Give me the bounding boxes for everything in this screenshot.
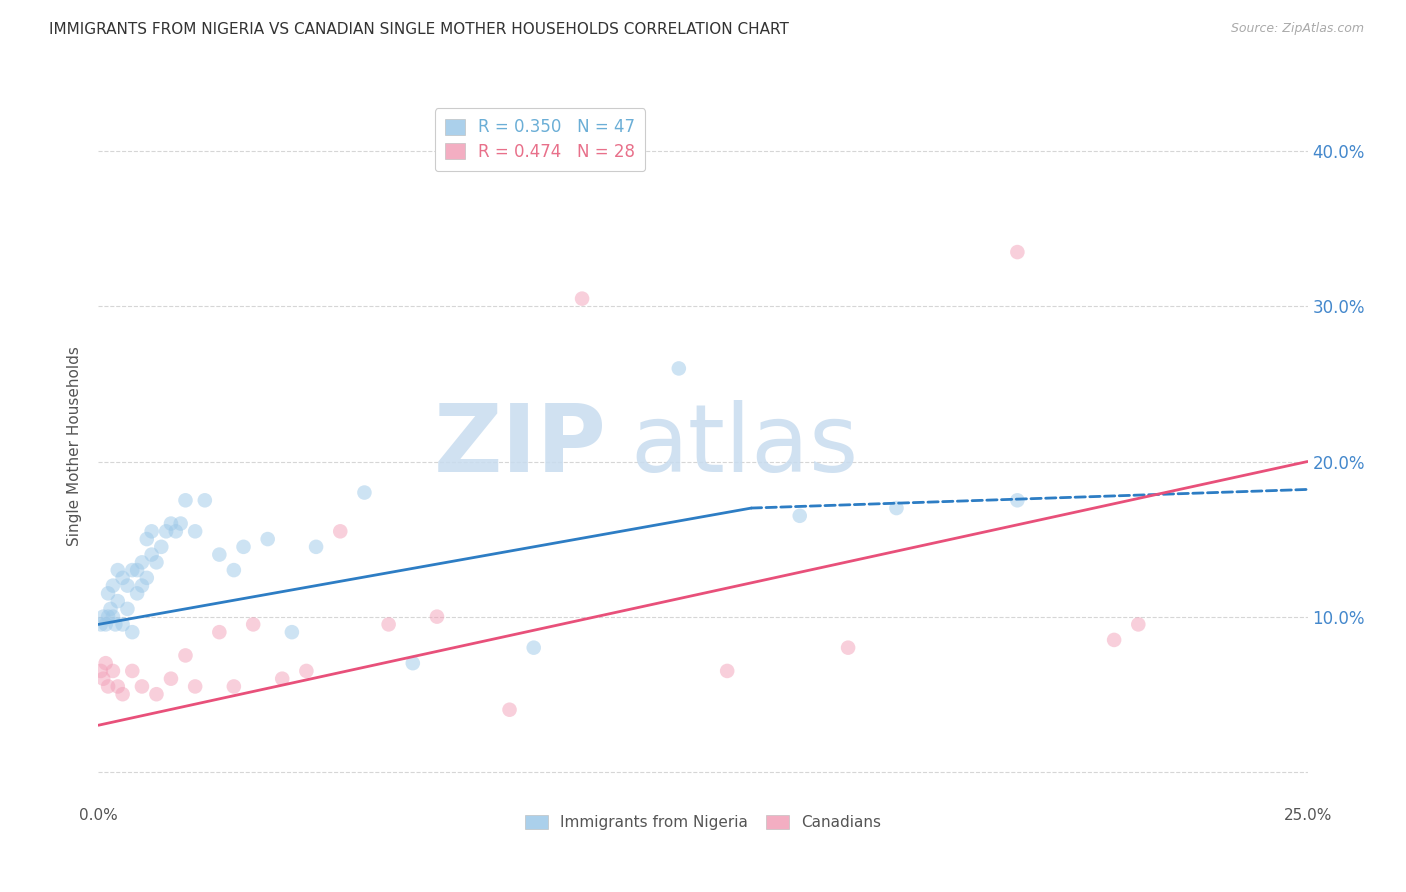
Point: [117, 579, 139, 593]
Text: ZIP: ZIP: [433, 400, 606, 492]
Point: [184, 524, 207, 539]
Point: [107, 680, 129, 694]
Point: [97, 680, 120, 694]
Text: IMMIGRANTS FROM NIGERIA VS CANADIAN SINGLE MOTHER HOUSEHOLDS CORRELATION CHART: IMMIGRANTS FROM NIGERIA VS CANADIAN SING…: [49, 22, 789, 37]
Point: [97, 586, 120, 600]
Text: Source: ZipAtlas.com: Source: ZipAtlas.com: [1230, 22, 1364, 36]
Point: [97, 609, 120, 624]
Point: [141, 524, 163, 539]
Point: [194, 493, 217, 508]
Point: [1007, 493, 1029, 508]
Point: [523, 640, 546, 655]
Point: [232, 540, 254, 554]
Point: [571, 292, 593, 306]
Point: [222, 680, 245, 694]
Point: [135, 571, 157, 585]
Y-axis label: Single Mother Households: Single Mother Households: [67, 346, 83, 546]
Point: [117, 602, 139, 616]
Point: [141, 548, 163, 562]
Point: [329, 524, 352, 539]
Point: [131, 680, 153, 694]
Point: [155, 524, 177, 539]
Point: [295, 664, 318, 678]
Point: [1128, 617, 1150, 632]
Point: [90, 664, 112, 678]
Point: [668, 361, 690, 376]
Point: [121, 625, 143, 640]
Point: [208, 625, 231, 640]
Point: [145, 555, 167, 569]
Point: [174, 648, 197, 663]
Point: [91, 609, 114, 624]
Point: [145, 687, 167, 701]
Point: [94, 617, 117, 632]
Point: [837, 640, 859, 655]
Point: [1007, 245, 1029, 260]
Point: [716, 664, 738, 678]
Point: [101, 579, 124, 593]
Point: [107, 563, 129, 577]
Point: [111, 571, 134, 585]
Point: [222, 563, 245, 577]
Point: [281, 625, 304, 640]
Point: [169, 516, 191, 531]
Point: [886, 501, 908, 516]
Point: [135, 532, 157, 546]
Point: [165, 524, 187, 539]
Point: [121, 563, 143, 577]
Point: [107, 594, 129, 608]
Point: [208, 548, 231, 562]
Point: [353, 485, 375, 500]
Point: [104, 617, 127, 632]
Point: [121, 664, 143, 678]
Point: [100, 602, 122, 616]
Point: [127, 586, 149, 600]
Point: [789, 508, 811, 523]
Point: [150, 540, 173, 554]
Point: [256, 532, 278, 546]
Point: [131, 555, 153, 569]
Point: [271, 672, 294, 686]
Point: [111, 617, 134, 632]
Point: [94, 656, 117, 670]
Point: [101, 664, 124, 678]
Text: atlas: atlas: [630, 400, 859, 492]
Point: [377, 617, 399, 632]
Point: [127, 563, 149, 577]
Point: [1102, 632, 1125, 647]
Point: [90, 617, 112, 632]
Point: [91, 672, 114, 686]
Point: [242, 617, 264, 632]
Legend: Immigrants from Nigeria, Canadians: Immigrants from Nigeria, Canadians: [517, 807, 889, 838]
Point: [160, 672, 183, 686]
Point: [111, 687, 134, 701]
Point: [131, 579, 153, 593]
Point: [184, 680, 207, 694]
Point: [101, 609, 124, 624]
Point: [174, 493, 197, 508]
Point: [305, 540, 328, 554]
Point: [426, 609, 449, 624]
Point: [498, 703, 520, 717]
Point: [160, 516, 183, 531]
Point: [402, 656, 425, 670]
